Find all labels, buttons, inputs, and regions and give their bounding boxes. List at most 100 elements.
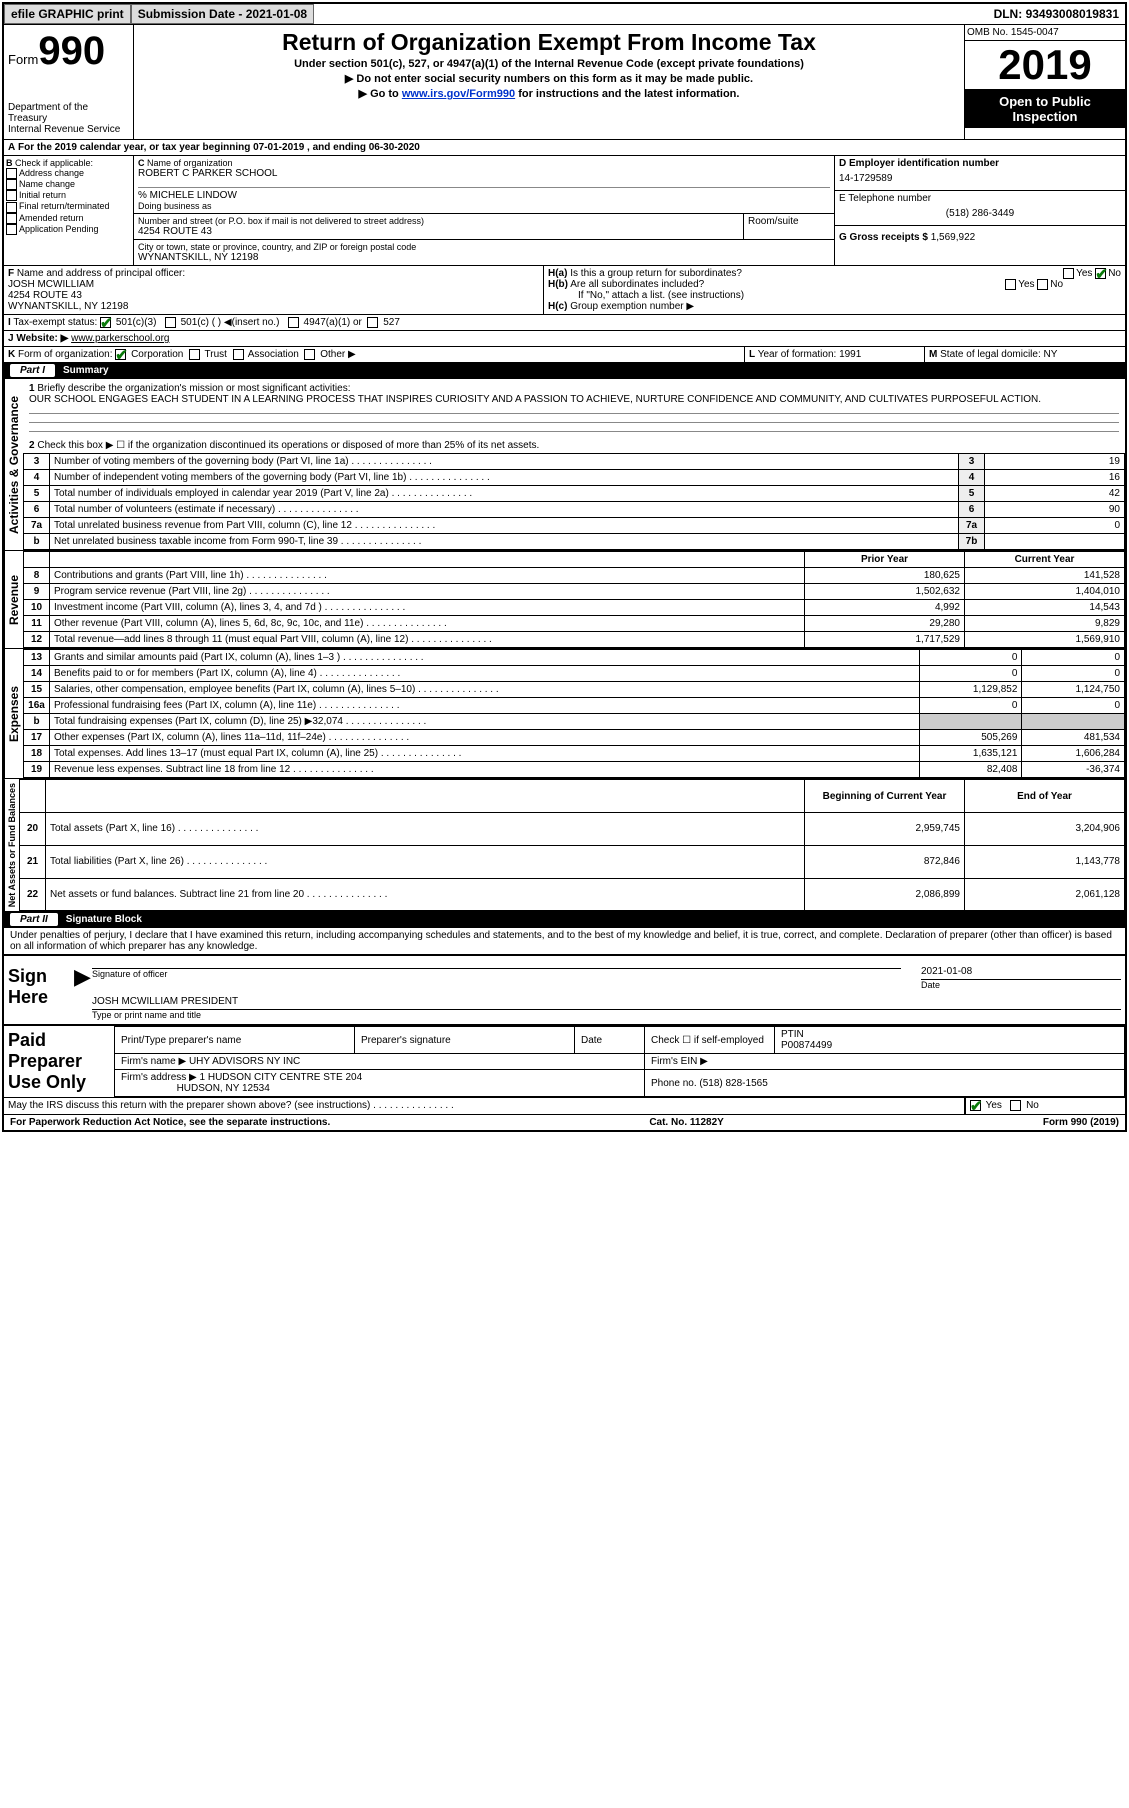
form-990-page: efile GRAPHIC print Submission Date - 20… [2, 2, 1127, 1132]
line-num: 14 [24, 666, 50, 682]
officer-name: JOSH MCWILLIAM [8, 279, 94, 290]
cb-assoc[interactable] [233, 349, 244, 360]
paid-preparer-block: Paid Preparer Use Only Print/Type prepar… [4, 1024, 1125, 1097]
line-text: Total revenue—add lines 8 through 11 (mu… [50, 632, 805, 648]
hb-no[interactable] [1037, 279, 1048, 290]
dln-field: DLN: 93493008019831 [988, 5, 1125, 23]
prior-year: 180,625 [805, 568, 965, 584]
current-year: -36,374 [1022, 762, 1125, 778]
prior-year: 2,086,899 [805, 878, 965, 911]
part1-header: Part I Summary [4, 362, 1125, 379]
cb-final-return[interactable]: Final return/terminated [6, 201, 131, 212]
ha-no[interactable] [1095, 268, 1106, 279]
prior-year: 0 [919, 650, 1022, 666]
line-text: Other revenue (Part VIII, column (A), li… [50, 616, 805, 632]
goto-prefix: ▶ Go to [359, 88, 402, 100]
care-of: % MICHELE LINDOW [138, 190, 830, 201]
line-text: Benefits paid to or for members (Part IX… [50, 666, 920, 682]
tax-year: 2019 [965, 41, 1125, 90]
street: 4254 ROUTE 43 [138, 226, 739, 237]
firm-phone-label: Phone no. [651, 1078, 699, 1089]
form-header: Form990 Department of the Treasury Inter… [4, 25, 1125, 139]
firm-ein-label: Firm's EIN ▶ [645, 1054, 1125, 1070]
cb-corp[interactable] [115, 349, 126, 360]
current-year: 0 [1022, 666, 1125, 682]
sig-label: Signature of officer [92, 969, 901, 979]
cb-amended-return[interactable]: Amended return [6, 213, 131, 224]
h-note: If "No," attach a list. (see instruction… [548, 290, 1121, 301]
prior-year: 29,280 [805, 616, 965, 632]
website-link[interactable]: www.parkerschool.org [71, 333, 169, 344]
line-value: 90 [985, 502, 1125, 518]
cb-other[interactable] [304, 349, 315, 360]
line-num: 21 [20, 845, 46, 878]
line-text: Number of voting members of the governin… [50, 454, 959, 470]
line-num: 7a [24, 518, 50, 534]
line-num: 19 [24, 762, 50, 778]
hc-text: Group exemption number ▶ [570, 301, 694, 312]
line-box: 7b [959, 534, 985, 550]
sign-arrow-icon: ▶ [74, 956, 88, 1024]
line-text: Salaries, other compensation, employee b… [50, 682, 920, 698]
line-num: 16a [24, 698, 50, 714]
cb-initial-return[interactable]: Initial return [6, 190, 131, 201]
part2-title: Signature Block [66, 914, 142, 925]
discuss-question: May the IRS discuss this return with the… [8, 1100, 454, 1111]
current-year: 0 [1022, 698, 1125, 714]
cb-application-pending[interactable]: Application Pending [6, 224, 131, 235]
line-text: Investment income (Part VIII, column (A)… [50, 600, 805, 616]
prior-year: 82,408 [919, 762, 1022, 778]
current-year: 141,528 [965, 568, 1125, 584]
submission-date-button[interactable]: Submission Date - 2021-01-08 [131, 4, 314, 24]
line-value: 42 [985, 486, 1125, 502]
m-label: State of legal domicile: [940, 349, 1043, 360]
line-value: 19 [985, 454, 1125, 470]
cb-name-change[interactable]: Name change [6, 179, 131, 190]
cb-address-change[interactable]: Address change [6, 168, 131, 179]
k-label: Form of organization: [18, 349, 113, 360]
efile-print-button[interactable]: efile GRAPHIC print [4, 4, 131, 24]
firm-addr2: HUDSON, NY 12534 [177, 1083, 270, 1094]
current-year: 1,124,750 [1022, 682, 1125, 698]
part2-tag: Part II [10, 913, 58, 926]
cb-trust[interactable] [189, 349, 200, 360]
line-a: A For the 2019 calendar year, or tax yea… [4, 140, 1125, 155]
goto-suffix: for instructions and the latest informat… [515, 88, 739, 100]
ha-text: Is this a group return for subordinates? [570, 268, 742, 279]
discuss-yes[interactable] [970, 1100, 981, 1111]
line-text: Revenue less expenses. Subtract line 18 … [50, 762, 920, 778]
prior-year: 1,635,121 [919, 746, 1022, 762]
perjury-declaration: Under penalties of perjury, I declare th… [4, 928, 1125, 954]
line-num: 20 [20, 813, 46, 846]
irs-link[interactable]: www.irs.gov/Form990 [402, 88, 515, 100]
cb-501c[interactable] [165, 317, 176, 328]
line-box: 5 [959, 486, 985, 502]
hb-yes[interactable] [1005, 279, 1016, 290]
firm-label: Firm's name ▶ [121, 1056, 186, 1067]
discuss-no[interactable] [1010, 1100, 1021, 1111]
vlabel-netassets: Net Assets or Fund Balances [4, 779, 19, 911]
line-text: Net unrelated business taxable income fr… [50, 534, 959, 550]
form-number: Form990 [8, 29, 129, 74]
ptin-value: P00874499 [781, 1040, 832, 1051]
city-label: City or town, state or province, country… [138, 242, 830, 252]
line-num: 11 [24, 616, 50, 632]
current-year: 481,534 [1022, 730, 1125, 746]
prior-year: 872,846 [805, 845, 965, 878]
current-year: 9,829 [965, 616, 1125, 632]
cb-527[interactable] [367, 317, 378, 328]
prep-sig-hdr: Preparer's signature [355, 1027, 575, 1054]
line-num: 17 [24, 730, 50, 746]
cb-501c3[interactable] [100, 317, 111, 328]
line-value: 16 [985, 470, 1125, 486]
cb-4947[interactable] [288, 317, 299, 328]
line-text: Grants and similar amounts paid (Part IX… [50, 650, 920, 666]
line-num: 13 [24, 650, 50, 666]
ha-yes[interactable] [1063, 268, 1074, 279]
line-text: Net assets or fund balances. Subtract li… [46, 878, 805, 911]
line-value [985, 534, 1125, 550]
sign-here-block: Sign Here ▶ Signature of officer 2021-01… [4, 954, 1125, 1024]
footer-right: Form 990 (2019) [1043, 1117, 1119, 1128]
name-label: Type or print name and title [92, 1010, 1121, 1020]
dln-value: 93493008019831 [1026, 7, 1119, 21]
